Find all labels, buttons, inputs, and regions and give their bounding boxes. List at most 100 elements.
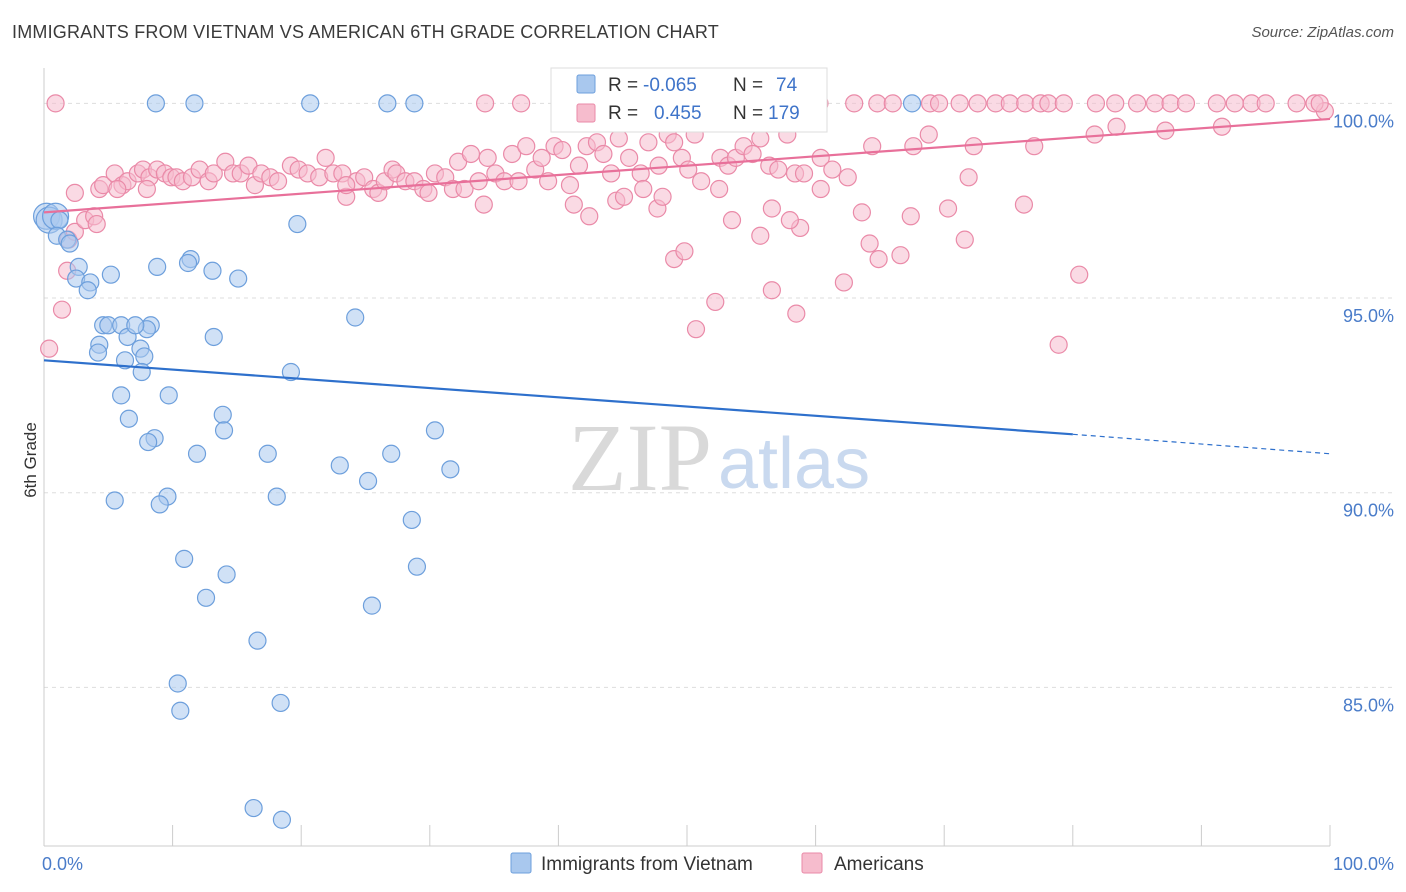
data-point: [823, 160, 842, 179]
data-point: [139, 432, 158, 452]
data-point: [929, 94, 949, 113]
data-point: [148, 257, 167, 276]
data-point: [686, 320, 706, 339]
axes: [43, 68, 1331, 847]
data-point: [904, 137, 923, 156]
stats-legend-box: [550, 67, 828, 133]
data-point: [258, 444, 277, 463]
data-point: [620, 148, 639, 167]
data-point: [838, 168, 857, 187]
data-point: [137, 179, 156, 199]
data-point: [171, 701, 190, 720]
data-point: [65, 183, 84, 203]
data-point: [1025, 137, 1044, 156]
data-point: [455, 179, 474, 199]
data-point: [378, 94, 397, 113]
data-point: [146, 94, 165, 113]
data-point: [950, 94, 969, 113]
data-point: [811, 148, 830, 167]
legend-n-value-vietnam: 74: [776, 75, 798, 96]
data-point: [358, 471, 378, 491]
data-point: [780, 211, 799, 230]
data-point: [88, 343, 108, 362]
data-point: [706, 292, 725, 312]
data-point: [78, 281, 97, 300]
data-point: [1054, 94, 1073, 113]
y-tick-label: 100.0%: [1333, 111, 1394, 131]
stats-legend: R = -0.065 N = 74 R = 0.455 N = 179: [550, 67, 828, 133]
data-point: [509, 172, 528, 191]
data-point: [1106, 94, 1125, 113]
data-point: [639, 133, 658, 152]
data-point: [883, 94, 902, 113]
data-point: [1039, 94, 1058, 113]
data-point: [316, 148, 335, 167]
data-point: [564, 195, 583, 214]
data-point: [382, 444, 401, 463]
data-point: [1014, 195, 1034, 214]
data-point: [330, 456, 349, 475]
data-point: [653, 187, 672, 206]
data-point: [1207, 94, 1226, 113]
data-point: [762, 281, 781, 300]
data-point: [1146, 94, 1165, 113]
data-point: [634, 179, 653, 199]
y-tick-label: 90.0%: [1343, 501, 1394, 521]
data-point: [40, 339, 59, 358]
trend-line-vietnam: [43, 359, 1073, 436]
data-point: [845, 94, 864, 113]
y-axis-label: 6th Grade: [21, 422, 40, 498]
legend-label-americans: Americans: [834, 854, 924, 875]
data-point: [769, 160, 788, 179]
legend-n-value-americans: 179: [768, 103, 800, 124]
data-point: [1256, 94, 1275, 113]
data-point: [281, 362, 301, 382]
data-point: [649, 156, 668, 175]
data-point: [868, 94, 887, 113]
legend-r-value-americans: 0.455: [654, 103, 702, 124]
data-point: [1000, 94, 1019, 113]
legend-r-label: R =: [608, 103, 638, 124]
series-americans: [40, 94, 1334, 358]
data-point: [52, 300, 72, 319]
data-point: [478, 148, 497, 167]
data-point: [425, 421, 445, 440]
legend-swatch-vietnam: [576, 74, 596, 94]
data-point: [288, 214, 307, 234]
data-point: [150, 495, 169, 514]
data-point: [1049, 335, 1068, 354]
x-tick-label: 100.0%: [1333, 854, 1394, 874]
data-point: [710, 179, 729, 199]
data-point: [441, 460, 460, 479]
data-point: [175, 549, 194, 568]
data-point: [722, 211, 742, 230]
data-point: [901, 207, 920, 226]
data-point: [187, 444, 207, 463]
data-point: [407, 557, 427, 576]
data-point: [461, 144, 481, 164]
data-point: [503, 144, 522, 164]
watermark-atlas: atlas: [718, 424, 870, 504]
data-point: [204, 327, 223, 347]
data-point: [1225, 94, 1244, 113]
legend-label-vietnam: Immigrants from Vietnam: [541, 854, 753, 875]
data-point: [126, 316, 145, 335]
legend-n-label: N =: [733, 75, 763, 96]
series-vietnam: [32, 94, 922, 829]
data-point: [811, 179, 830, 199]
data-point: [560, 176, 580, 195]
data-point: [1016, 94, 1035, 113]
data-point: [168, 674, 187, 693]
data-point: [112, 386, 131, 405]
legend-swatch-vietnam: [510, 852, 532, 874]
chart-title: IMMIGRANTS FROM VIETNAM VS AMERICAN 6TH …: [12, 22, 719, 42]
data-point: [46, 94, 65, 113]
data-point: [692, 172, 711, 191]
data-point: [474, 195, 493, 214]
data-point: [60, 234, 79, 253]
legend-n-label: N =: [733, 103, 763, 124]
data-point: [475, 94, 495, 113]
y-tick-label: 95.0%: [1343, 306, 1394, 326]
data-point: [602, 164, 621, 183]
data-point: [135, 347, 154, 366]
